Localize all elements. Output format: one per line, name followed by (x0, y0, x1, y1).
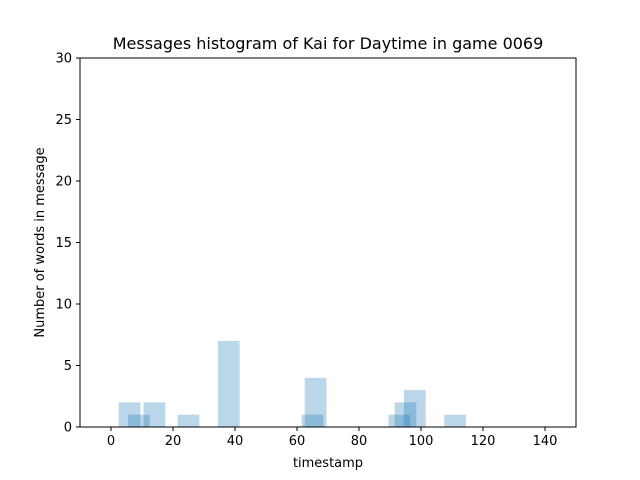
x-tick-label: 40 (227, 434, 244, 449)
histogram-bar-1 (128, 414, 150, 427)
y-tick-label: 0 (64, 421, 72, 436)
y-tick-label: 25 (55, 113, 72, 128)
histogram-bar-9 (403, 390, 426, 427)
histogram-bar-7 (388, 414, 411, 427)
histogram-bar-3 (177, 414, 200, 427)
histogram-bar-5 (301, 414, 324, 427)
x-tick-label: 120 (471, 434, 496, 449)
plot-frame (79, 57, 577, 428)
y-tick-label: 15 (55, 236, 72, 251)
y-axis-ticks: 0 5 10 15 20 25 30 (55, 52, 80, 436)
x-tick-label: 140 (533, 434, 558, 449)
y-tick-label: 30 (55, 52, 72, 67)
y-axis-label: Number of words in message (33, 147, 48, 337)
histogram-bar-8 (394, 402, 417, 427)
histogram-bar-0 (118, 402, 141, 427)
x-tick-label: 100 (409, 434, 434, 449)
x-tick-label: 20 (165, 434, 182, 449)
x-axis-label: timestamp (293, 456, 363, 471)
y-tick-label: 20 (55, 175, 72, 190)
histogram-bar-2 (143, 402, 166, 427)
x-tick-label: 80 (351, 434, 368, 449)
y-tick-label: 5 (64, 359, 72, 374)
x-axis-ticks: 0 20 40 60 80 100 120 140 (107, 427, 558, 449)
chart-title: Messages histogram of Kai for Daytime in… (113, 34, 544, 53)
bars-group (118, 340, 466, 427)
x-tick-label: 60 (289, 434, 306, 449)
histogram-bar-10 (444, 414, 466, 427)
y-tick-label: 10 (55, 298, 72, 313)
histogram-bar-4 (217, 340, 240, 427)
histogram-bar-6 (304, 377, 327, 427)
x-tick-label: 0 (107, 434, 115, 449)
